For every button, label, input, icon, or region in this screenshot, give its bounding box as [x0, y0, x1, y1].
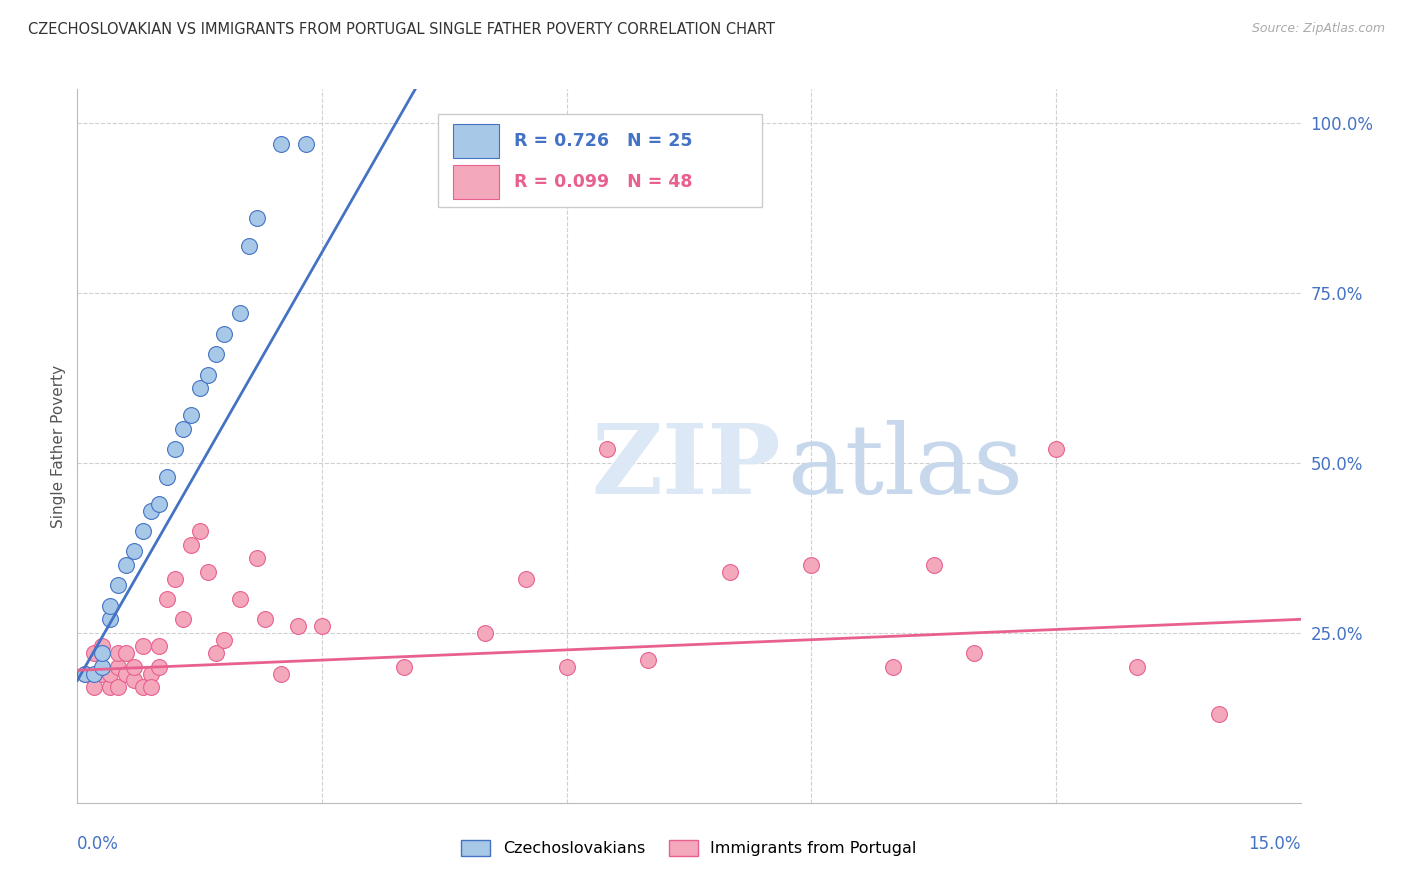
Point [637, 653, 659, 667]
Bar [453, 124, 499, 159]
Point [115, 666, 138, 681]
Point [246, 551, 269, 566]
Point [139, 666, 162, 681]
Text: R = 0.726   N = 25: R = 0.726 N = 25 [515, 132, 693, 150]
Point [139, 680, 162, 694]
Point [229, 306, 252, 320]
Point [83, 680, 105, 694]
Point [596, 442, 619, 457]
Point [172, 612, 194, 626]
Point [156, 469, 179, 483]
Point [131, 680, 153, 694]
Point [197, 368, 219, 382]
Point [165, 572, 187, 586]
Point [718, 565, 741, 579]
Point [98, 599, 121, 613]
Point [800, 558, 823, 572]
Point [148, 640, 170, 654]
Point [270, 666, 292, 681]
Point [197, 565, 219, 579]
Legend: Czechoslovakians, Immigrants from Portugal: Czechoslovakians, Immigrants from Portug… [454, 833, 924, 863]
Point [205, 347, 228, 361]
Point [148, 497, 170, 511]
Text: 0.0%: 0.0% [77, 835, 120, 853]
Point [98, 612, 121, 626]
Point [131, 524, 153, 538]
Point [270, 136, 292, 151]
Point [90, 660, 112, 674]
Point [205, 646, 228, 660]
Point [180, 409, 202, 423]
Point [188, 381, 211, 395]
Point [115, 646, 138, 660]
Point [124, 673, 146, 688]
Point [90, 646, 112, 660]
Point [882, 660, 904, 674]
Point [188, 524, 211, 538]
Point [148, 660, 170, 674]
Point [229, 591, 252, 606]
Point [515, 572, 537, 586]
Point [83, 646, 105, 660]
Point [392, 660, 415, 674]
Point [212, 326, 235, 341]
Point [246, 211, 269, 226]
FancyBboxPatch shape [439, 114, 762, 207]
Point [238, 238, 260, 252]
Point [107, 660, 129, 674]
Point [165, 442, 187, 457]
Point [253, 612, 276, 626]
Point [139, 503, 162, 517]
Point [90, 666, 112, 681]
Point [107, 646, 129, 660]
Point [963, 646, 986, 660]
Point [75, 666, 97, 681]
Bar [453, 165, 499, 199]
Point [212, 632, 235, 647]
Point [131, 640, 153, 654]
Text: Source: ZipAtlas.com: Source: ZipAtlas.com [1251, 22, 1385, 36]
Point [1208, 707, 1230, 722]
Point [1126, 660, 1149, 674]
Point [107, 680, 129, 694]
Point [1045, 442, 1067, 457]
Point [922, 558, 945, 572]
Text: ZIP: ZIP [591, 420, 780, 515]
Point [90, 640, 112, 654]
Point [555, 660, 578, 674]
Point [474, 626, 496, 640]
Point [156, 591, 179, 606]
Point [83, 666, 105, 681]
Point [180, 537, 202, 551]
Point [124, 544, 146, 558]
Point [75, 666, 97, 681]
Point [294, 136, 316, 151]
Point [115, 558, 138, 572]
Point [311, 619, 333, 633]
Text: CZECHOSLOVAKIAN VS IMMIGRANTS FROM PORTUGAL SINGLE FATHER POVERTY CORRELATION CH: CZECHOSLOVAKIAN VS IMMIGRANTS FROM PORTU… [28, 22, 775, 37]
Text: 15.0%: 15.0% [1249, 835, 1301, 853]
Text: R = 0.099   N = 48: R = 0.099 N = 48 [515, 173, 693, 191]
Text: atlas: atlas [787, 420, 1022, 515]
Point [172, 422, 194, 436]
Point [98, 680, 121, 694]
Point [107, 578, 129, 592]
Y-axis label: Single Father Poverty: Single Father Poverty [51, 365, 66, 527]
Point [287, 619, 309, 633]
Point [98, 666, 121, 681]
Point [124, 660, 146, 674]
